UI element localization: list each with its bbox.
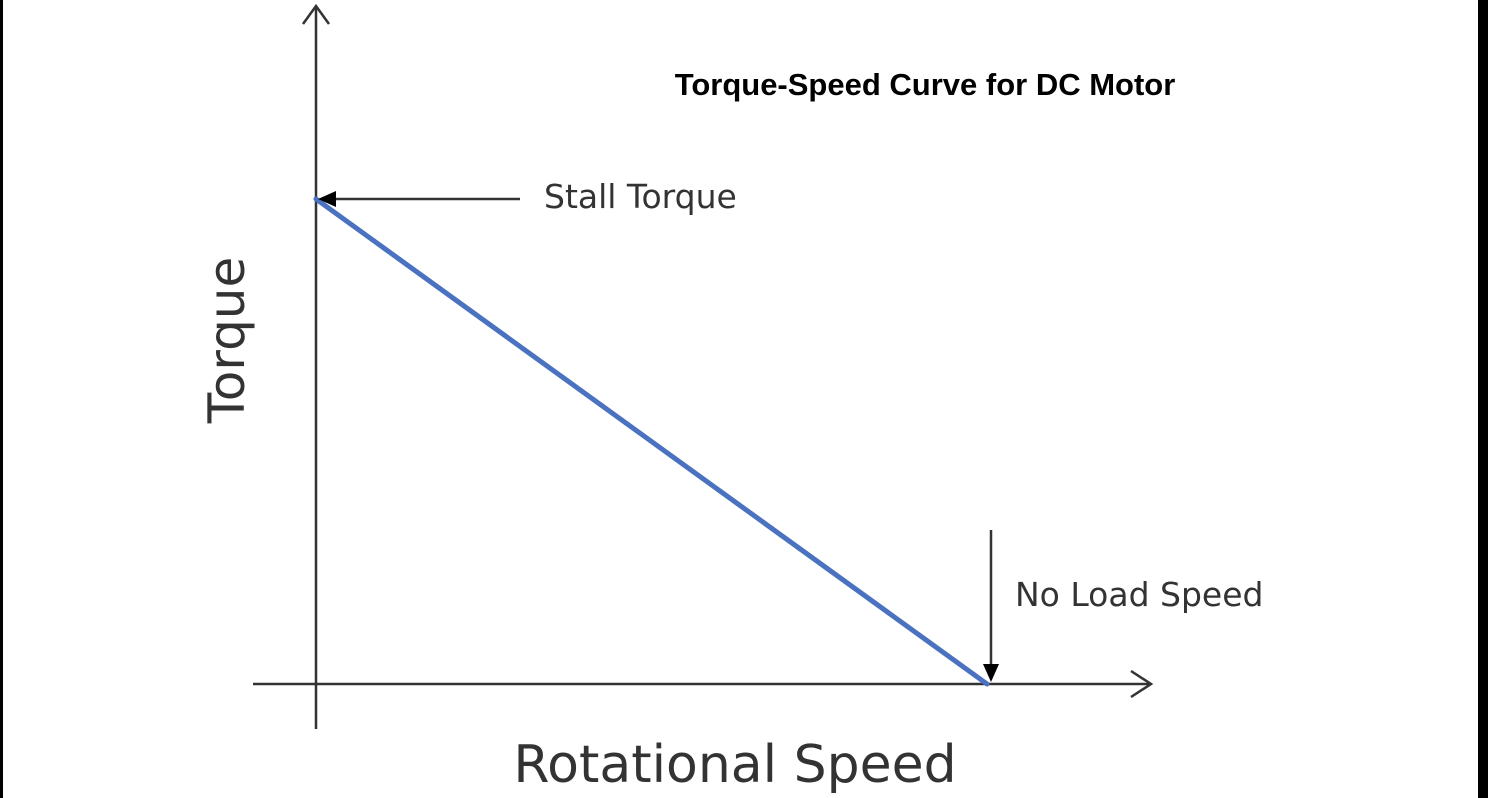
stall-torque-label: Stall Torque (544, 177, 737, 216)
x-axis-arrowhead (1130, 669, 1154, 699)
y-axis-label: Torque (198, 257, 256, 425)
y-axis-arrowhead (301, 3, 331, 25)
chart-svg: Torque-Speed Curve for DC Motor Stall To… (198, 3, 1263, 795)
no-load-speed-arrowhead (983, 664, 999, 682)
stall-torque-arrowhead (318, 191, 336, 207)
series-layer (313, 196, 990, 687)
chart-panel: Torque-Speed Curve for DC Motor Stall To… (3, 0, 1478, 798)
annotations-layer: Stall Torque No Load Speed (318, 177, 1263, 682)
chart-title: Torque-Speed Curve for DC Motor (675, 67, 1176, 102)
series-line-0 (313, 196, 990, 687)
no-load-speed-label: No Load Speed (1015, 575, 1263, 614)
x-axis-label: Rotational Speed (513, 735, 956, 795)
axes (253, 3, 1154, 729)
